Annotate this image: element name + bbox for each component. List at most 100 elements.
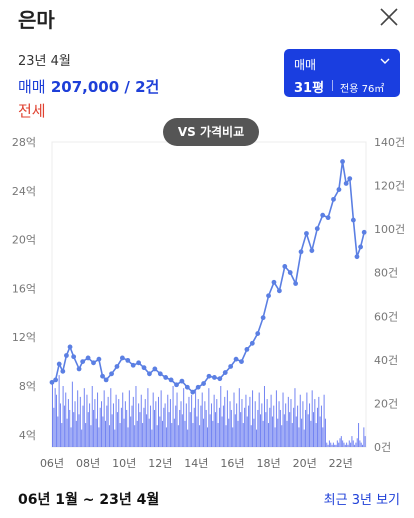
volume-bar (65, 392, 67, 447)
volume-bar (118, 399, 120, 447)
volume-bar (229, 401, 231, 447)
volume-bar (263, 386, 265, 447)
volume-bar (323, 394, 325, 447)
volume-bar (59, 403, 61, 447)
volume-bar (346, 442, 348, 447)
volume-bar (193, 407, 195, 447)
close-icon[interactable] (378, 6, 400, 28)
volume-bar (197, 399, 199, 447)
price-point (244, 347, 250, 352)
left-tick-label: 20억 (12, 234, 36, 247)
volume-bar (214, 412, 216, 447)
volume-bar (151, 429, 153, 447)
volume-bar (172, 386, 174, 447)
price-point (282, 264, 288, 269)
volume-bar (130, 416, 132, 447)
volume-bar (267, 423, 269, 447)
price-point (233, 356, 239, 362)
price-point (271, 279, 277, 285)
volume-bar (201, 392, 203, 447)
trade-kind: 매매 (18, 78, 46, 96)
volume-bar (69, 409, 71, 447)
volume-bar (290, 399, 292, 447)
volume-bar (123, 418, 125, 447)
volume-bar (82, 405, 84, 447)
volume-bar (73, 412, 75, 447)
right-tick-label: 80건 (374, 267, 398, 280)
volume-bar (299, 394, 301, 447)
volume-bar (334, 444, 336, 447)
volume-bar (171, 423, 173, 447)
volume-bar (189, 412, 191, 447)
price-point (147, 371, 152, 377)
volume-bar (210, 403, 212, 447)
volume-bar (332, 442, 334, 447)
area-type-selector[interactable]: 매매 31평 전용 76㎡ (284, 49, 400, 97)
right-tick-label: 120건 (374, 180, 405, 193)
price-point (141, 365, 147, 371)
price-point (49, 379, 55, 385)
right-tick-label: 20건 (374, 397, 398, 410)
volume-bar (287, 396, 289, 447)
volume-bar (281, 425, 283, 447)
price-point (304, 231, 309, 236)
lease-label[interactable]: 전세 (18, 102, 46, 120)
price-point (96, 356, 102, 362)
volume-bar (181, 414, 183, 447)
volume-bar (159, 416, 161, 447)
right-tick-label: 0건 (374, 441, 391, 454)
volume-bar (250, 425, 252, 447)
volume-bar (127, 427, 129, 447)
price-point (354, 254, 360, 260)
volume-bar (266, 399, 268, 447)
price-point (347, 176, 353, 181)
volume-bar (195, 390, 197, 447)
volume-bar (91, 386, 93, 447)
volume-bar (187, 429, 189, 447)
volume-bar (364, 436, 366, 447)
selector-size: 31평 (294, 81, 325, 96)
volume-bar (339, 438, 341, 447)
price-point (157, 371, 163, 377)
volume-bar (330, 442, 332, 447)
price-point (64, 353, 69, 358)
volume-bar (327, 444, 329, 447)
volume-bar (310, 420, 312, 447)
volume-bar (313, 412, 315, 447)
volume-bar (101, 401, 103, 447)
volume-bar (362, 444, 364, 447)
volume-bar (86, 394, 88, 447)
volume-bar (188, 396, 190, 447)
volume-bar (252, 390, 254, 447)
volume-bar (245, 394, 247, 447)
recent-3-years-link[interactable]: 최근 3년 보기 (323, 493, 400, 508)
volume-bar (318, 396, 320, 447)
volume-bar (165, 427, 167, 447)
volume-bar (139, 412, 141, 447)
price-point (255, 331, 261, 336)
price-chart[interactable]: 28억 24억 20억 16억 12억 8억 4억 140건 120건 100건 80건 60건 40건… (0, 130, 414, 480)
price-point (320, 212, 326, 218)
volume-bar (359, 440, 361, 447)
price-point (293, 281, 299, 286)
volume-bar (157, 396, 159, 447)
price-point (336, 187, 342, 192)
volume-bar (355, 442, 357, 447)
right-tick-label: 140건 (374, 136, 405, 149)
price-point (119, 355, 125, 361)
volume-bar (175, 405, 177, 447)
volume-bar (77, 390, 79, 447)
volume-bar (110, 388, 112, 447)
volume-bar (61, 423, 63, 447)
compare-button[interactable]: VS 가격비교 (163, 118, 259, 146)
volume-bar (315, 423, 317, 447)
volume-bar (260, 414, 262, 447)
volume-bar (191, 394, 193, 447)
price-point (260, 315, 266, 321)
volume-bar (99, 407, 101, 447)
volume-bar (78, 414, 80, 447)
volume-bar (90, 425, 92, 447)
volume-bar (136, 420, 138, 447)
volume-bar (225, 425, 227, 447)
volume-bar (242, 423, 244, 447)
